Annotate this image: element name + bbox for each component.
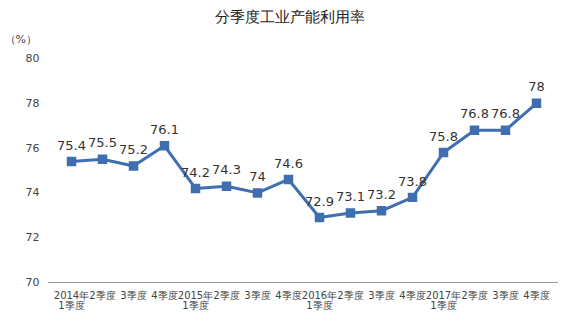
svg-text:2014年1季度: 2014年1季度 — [54, 290, 89, 311]
svg-text:76.8: 76.8 — [491, 106, 520, 121]
svg-text:2季度: 2季度 — [213, 290, 239, 301]
svg-text:4季度: 4季度 — [399, 290, 425, 301]
svg-text:74.3: 74.3 — [212, 162, 241, 177]
svg-text:73.1: 73.1 — [336, 189, 365, 204]
svg-text:75.4: 75.4 — [57, 138, 86, 153]
svg-text:72.9: 72.9 — [305, 194, 334, 209]
svg-text:74.2: 74.2 — [181, 165, 210, 180]
svg-text:73.8: 73.8 — [398, 174, 427, 189]
svg-text:74: 74 — [249, 169, 266, 184]
svg-text:4季度: 4季度 — [275, 290, 301, 301]
svg-text:74: 74 — [26, 186, 40, 199]
svg-text:2016年1季度: 2016年1季度 — [302, 290, 337, 311]
svg-text:76: 76 — [26, 142, 40, 155]
html-text:分季度工业产能利用率: 分季度工业产能利用率 — [215, 8, 365, 26]
svg-text:3季度: 3季度 — [492, 290, 518, 301]
svg-text:73.2: 73.2 — [367, 187, 396, 202]
svg-text:80: 80 — [26, 52, 40, 65]
svg-text:2017年1季度: 2017年1季度 — [426, 290, 461, 311]
svg-text:76.8: 76.8 — [460, 106, 489, 121]
svg-text:3季度: 3季度 — [244, 290, 270, 301]
svg-text:2季度: 2季度 — [337, 290, 363, 301]
svg-text:2季度: 2季度 — [461, 290, 487, 301]
svg-text:78: 78 — [26, 97, 40, 110]
svg-text:4季度: 4季度 — [523, 290, 549, 301]
svg-text:78: 78 — [528, 79, 545, 94]
svg-text:70: 70 — [26, 276, 40, 289]
svg-text:4季度: 4季度 — [151, 290, 177, 301]
svg-text:74.6: 74.6 — [274, 156, 303, 171]
svg-text:75.5: 75.5 — [88, 135, 117, 150]
svg-text:（%）: （%） — [5, 33, 37, 46]
svg-text:76.1: 76.1 — [150, 122, 179, 137]
svg-text:3季度: 3季度 — [368, 290, 394, 301]
svg-text:2季度: 2季度 — [89, 290, 115, 301]
svg-text:72: 72 — [26, 231, 40, 244]
svg-text:75.2: 75.2 — [119, 142, 148, 157]
svg-text:75.8: 75.8 — [429, 129, 458, 144]
svg-text:2015年1季度: 2015年1季度 — [178, 290, 213, 311]
svg-text:3季度: 3季度 — [120, 290, 146, 301]
